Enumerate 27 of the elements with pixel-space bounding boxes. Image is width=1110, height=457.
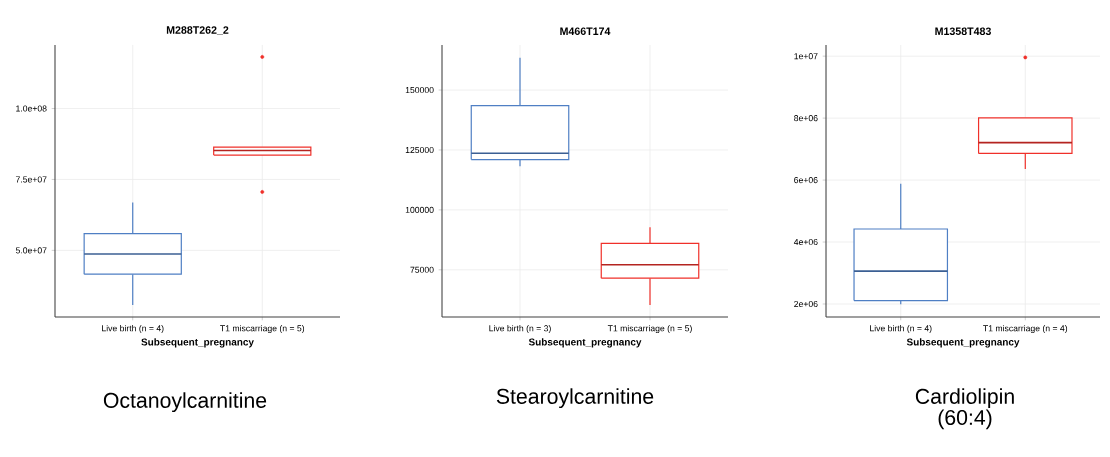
x-tick-label: Live birth (n = 4) (870, 325, 932, 334)
x-tick-label: T1 miscarriage (n = 4) (983, 325, 1068, 334)
y-tick-label: 75000 (410, 266, 434, 273)
y-tick-label: 100000 (405, 206, 434, 213)
x-tick-label: Live birth (n = 3) (489, 325, 551, 334)
x-axis-title: Subsequent_pregnancy (141, 338, 254, 348)
y-tick-label: 8e+06 (794, 115, 818, 122)
x-tick-label: T1 miscarriage (n = 5) (607, 325, 692, 334)
text: Stearoylcarnitine (496, 388, 654, 409)
y-tick-label: 1.0e+08 (16, 105, 47, 112)
y-tick-label: 5.0e+07 (15, 247, 47, 254)
x-axis-title: Subsequent_pregnancy (528, 338, 642, 348)
y-tick-label: 4e+06 (793, 238, 818, 246)
y-tick-label: 7.5e+07 (15, 176, 47, 183)
text: Cardiolipin (60:4) (915, 388, 1014, 430)
chart-title: M466T174 (560, 27, 611, 35)
y-tick-label: 1e+07 (794, 53, 818, 60)
chart-title: M288T262_2 (166, 26, 229, 35)
y-tick-label: 6e+06 (794, 177, 818, 184)
x-axis-title: Subsequent_pregnancy (906, 338, 1020, 348)
y-tick-label: 125000 (405, 146, 434, 154)
y-tick-label: 2e+06 (794, 300, 818, 308)
text: Octanoylcarnitine (103, 392, 267, 413)
y-tick-label: 150000 (405, 87, 434, 94)
chart-title: M1358T483 (935, 27, 991, 35)
x-tick-label: Live birth (n = 4) (102, 325, 164, 334)
x-tick-label: T1 miscarriage (n = 5) (220, 325, 305, 334)
